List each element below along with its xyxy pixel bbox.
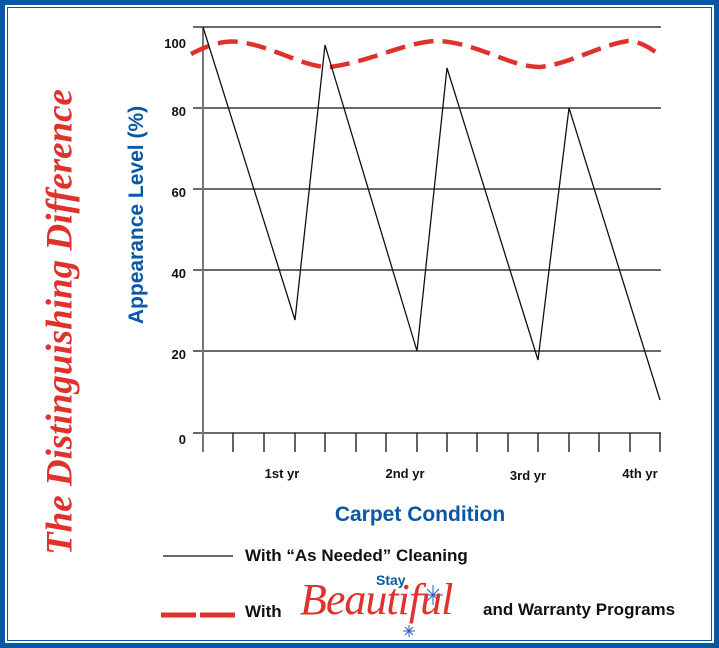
inner-frame [7, 7, 712, 641]
logo-beautiful-text: Beautiful [300, 575, 453, 624]
x-tick-3rd-yr: 3rd yr [509, 468, 547, 483]
y-tick-100: 100 [164, 36, 186, 51]
y-tick-0: 0 [178, 432, 186, 447]
legend-solid-label: With “As Needed” Cleaning [245, 546, 468, 565]
y-tick-80: 80 [171, 104, 186, 119]
x-axis-title: Carpet Condition [334, 503, 506, 526]
series-stay-beautiful-line [189, 38, 662, 70]
gridlines [193, 26, 661, 434]
y-tick-40: 40 [171, 266, 186, 281]
series-as-needed-line [202, 26, 661, 401]
legend-dashed-prefix: With [245, 602, 282, 621]
x-tick-2nd-yr: 2nd yr [385, 466, 425, 481]
stay-beautiful-logo: Beautiful Stay [296, 572, 486, 642]
y-tick-20: 20 [171, 347, 186, 362]
y-tick-60: 60 [171, 185, 186, 200]
legend-dashed-suffix: and Warranty Programs [483, 600, 676, 619]
logo-stay-text: Stay [376, 572, 406, 588]
sparkle-icon [403, 585, 443, 637]
x-tick-marks [232, 433, 661, 452]
x-tick-1st-yr: 1st yr [264, 466, 300, 481]
x-tick-4th-yr: 4th yr [622, 466, 658, 481]
